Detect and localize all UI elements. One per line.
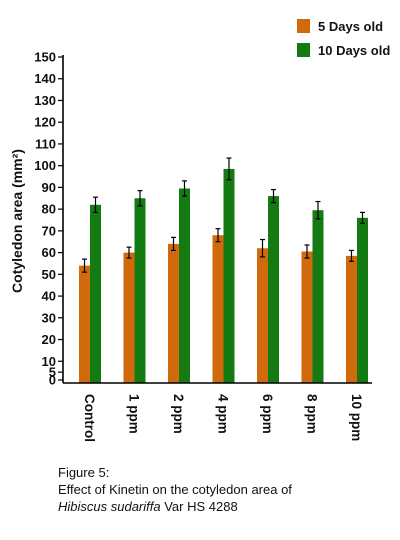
bar-5-days	[79, 265, 90, 383]
y-tick-label: 90	[42, 180, 56, 195]
bar-10-days	[90, 204, 101, 383]
y-tick-label: 110	[35, 136, 56, 151]
legend: 5 Days old 10 Days old	[297, 19, 390, 58]
y-tick-label: 70	[42, 223, 56, 238]
error-bars	[82, 157, 365, 273]
y-tick-label: 120	[34, 115, 56, 130]
y-tick-label: 5	[49, 365, 56, 380]
y-tick-label: 0	[49, 373, 56, 388]
legend-label: 10 Days old	[318, 43, 390, 58]
bars	[79, 168, 368, 383]
caption-species-name: Hibiscus sudariffa	[58, 499, 161, 514]
x-axis-tick-labels: Control 1 ppm 2 ppm 4 ppm 6 ppm 8 ppm 10 ppm	[82, 394, 364, 442]
bar-10-days	[312, 210, 324, 383]
y-tick-label: 140	[34, 71, 56, 86]
y-tick-label: 100	[34, 158, 56, 173]
bar-5-days	[301, 251, 313, 383]
bar-10-days	[179, 188, 190, 383]
legend-swatch	[297, 19, 310, 33]
x-tick-label: 4 ppm	[216, 394, 231, 434]
caption-species-line: Hibiscus sudariffa Var HS 4288	[58, 498, 388, 515]
bar-10-days	[357, 217, 368, 383]
y-tick-label: 20	[42, 332, 56, 347]
bar-10-days	[134, 198, 146, 383]
y-tick-label: 60	[42, 245, 56, 260]
bar-10-days	[223, 168, 235, 383]
figure-caption: Figure 5: Effect of Kinetin on the cotyl…	[58, 464, 388, 515]
bar-5-days	[168, 243, 179, 383]
x-tick-label: Control	[82, 394, 97, 442]
bar-5-days	[123, 252, 135, 383]
caption-description: Effect of Kinetin on the cotyledon area …	[58, 482, 292, 497]
y-tick-label: 50	[42, 267, 56, 282]
legend-swatch	[297, 43, 310, 57]
y-tick-label: 150	[34, 50, 56, 65]
y-tick-label: 40	[42, 289, 56, 304]
y-axis-label: Cotyledon area (mm²)	[9, 149, 25, 293]
caption-variety: Var HS 4288	[160, 499, 238, 514]
bar-5-days	[212, 235, 224, 383]
y-tick-label: 10	[42, 354, 56, 369]
x-tick-label: 1 ppm	[127, 394, 142, 434]
bar-5-days	[257, 248, 268, 383]
x-tick-label: 8 ppm	[305, 394, 320, 434]
y-tick-label: 30	[42, 310, 56, 325]
y-tick-label: 80	[42, 202, 56, 217]
x-tick-label: 10 ppm	[349, 394, 364, 441]
y-tick-label: 130	[34, 93, 56, 108]
caption-figure-number: Figure 5:	[58, 465, 110, 480]
x-tick-label: 2 ppm	[171, 394, 186, 434]
x-tick-label: 6 ppm	[260, 394, 275, 434]
legend-label: 5 Days old	[318, 19, 383, 34]
bar-5-days	[346, 255, 357, 383]
bar-10-days	[268, 196, 279, 383]
